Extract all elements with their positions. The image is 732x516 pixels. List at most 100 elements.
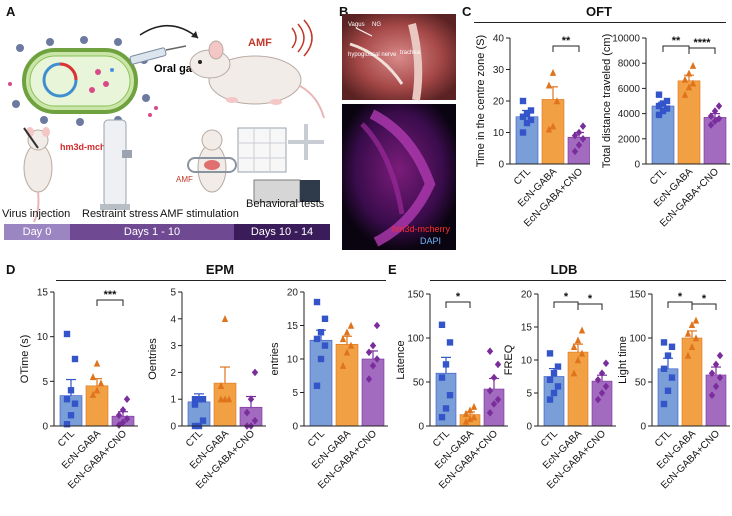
x-category-label: CTL — [512, 166, 533, 187]
y-tick-label: 10 — [287, 355, 299, 366]
y-tick-label: 0 — [292, 422, 298, 433]
data-point-marker — [442, 361, 450, 368]
data-point-marker — [527, 116, 535, 124]
data-point-marker — [716, 351, 724, 360]
data-point-marker — [707, 112, 715, 120]
y-tick-label: 15 — [37, 288, 49, 299]
data-point-marker — [688, 321, 696, 328]
y-tick-label: 1 — [170, 395, 176, 406]
y-tick-label: 10000 — [612, 34, 640, 45]
data-point-marker — [438, 414, 446, 421]
y-axis-label: Time in the centre zone (S) — [475, 35, 487, 167]
y-tick-label: 5 — [526, 389, 532, 400]
data-point-marker — [707, 121, 715, 129]
data-point-marker — [490, 400, 498, 408]
bar-ecn-gaba-plus-cno — [591, 380, 613, 427]
behavioral-apparatus-illustration — [237, 124, 324, 203]
data-point-marker — [594, 395, 602, 404]
significance-bracket — [691, 303, 717, 310]
data-point-marker — [689, 79, 697, 87]
y-axis-label: Total distance traveled (cm) — [601, 34, 613, 169]
data-point-marker — [655, 102, 663, 110]
y-tick-label: 6000 — [618, 84, 641, 95]
fluorescence-image — [342, 104, 456, 250]
data-point-marker — [251, 416, 259, 425]
y-tick-label: 5 — [292, 388, 298, 399]
y-tick-label: 20 — [493, 97, 505, 108]
data-point-marker — [119, 418, 127, 427]
data-point-marker — [545, 81, 553, 89]
data-point-marker — [343, 348, 351, 356]
y-tick-label: 4 — [170, 314, 176, 325]
restraint-tube-illustration — [100, 119, 132, 210]
y-tick-label: 8000 — [618, 59, 641, 70]
data-point-marker — [93, 386, 101, 394]
data-point-marker — [438, 321, 446, 328]
data-point-marker — [554, 383, 562, 390]
y-tick-label: 0 — [498, 160, 504, 171]
y-tick-label: 0 — [634, 160, 640, 171]
data-point-marker — [685, 83, 693, 91]
significance-label: ** — [672, 35, 681, 47]
data-point-marker — [195, 396, 203, 403]
y-tick-label: 15 — [521, 323, 533, 334]
data-point-marker — [715, 114, 723, 123]
data-point-marker — [71, 400, 79, 407]
y-tick-label: 5 — [170, 288, 176, 299]
y-tick-label: 0 — [170, 422, 176, 433]
panel-letter-a: A — [6, 4, 16, 19]
data-point-marker — [251, 368, 259, 377]
x-category-label: CTL — [56, 428, 77, 449]
y-axis-label: Latence — [395, 340, 407, 379]
data-point-marker — [655, 111, 663, 119]
amf-label: AMF — [248, 37, 272, 49]
arrow-to-mouse — [139, 24, 199, 39]
data-point-marker — [575, 128, 583, 137]
y-tick-label: 150 — [629, 290, 646, 301]
data-point-marker — [527, 107, 535, 114]
data-point-marker — [545, 125, 553, 133]
data-point-marker — [602, 359, 610, 368]
y-axis-label: entries — [269, 342, 281, 376]
data-point-marker — [660, 339, 668, 346]
data-point-marker — [598, 369, 606, 377]
data-point-marker — [681, 75, 689, 83]
data-point-marker — [225, 395, 233, 403]
data-point-marker — [438, 374, 446, 381]
data-point-marker — [574, 356, 582, 364]
data-point-marker — [115, 421, 123, 429]
bar-ecn-gaba — [681, 337, 703, 427]
data-point-marker — [660, 400, 668, 408]
data-point-marker — [712, 382, 720, 391]
data-point-marker — [446, 339, 454, 346]
data-point-marker — [571, 131, 579, 140]
data-point-marker — [339, 335, 347, 343]
data-point-marker — [486, 387, 494, 395]
data-point-marker — [71, 355, 79, 363]
data-point-marker — [313, 335, 321, 343]
data-point-marker — [681, 90, 689, 98]
data-point-marker — [553, 97, 561, 105]
data-point-marker — [97, 379, 105, 387]
data-point-marker — [466, 415, 474, 423]
y-tick-label: 50 — [413, 378, 425, 389]
y-tick-label: 15 — [287, 321, 299, 332]
data-point-marker — [546, 376, 554, 383]
bar-ecn-gaba — [677, 80, 701, 165]
data-point-marker — [466, 406, 474, 414]
data-point-marker — [708, 369, 716, 377]
data-point-marker — [684, 329, 692, 337]
data-point-marker — [716, 373, 724, 382]
y-tick-label: 20 — [521, 290, 533, 301]
data-point-marker — [594, 376, 602, 384]
data-point-marker — [663, 105, 671, 112]
data-point-marker — [119, 406, 127, 414]
data-point-marker — [664, 387, 672, 394]
y-tick-label: 3 — [170, 341, 176, 352]
data-point-marker — [347, 341, 355, 349]
